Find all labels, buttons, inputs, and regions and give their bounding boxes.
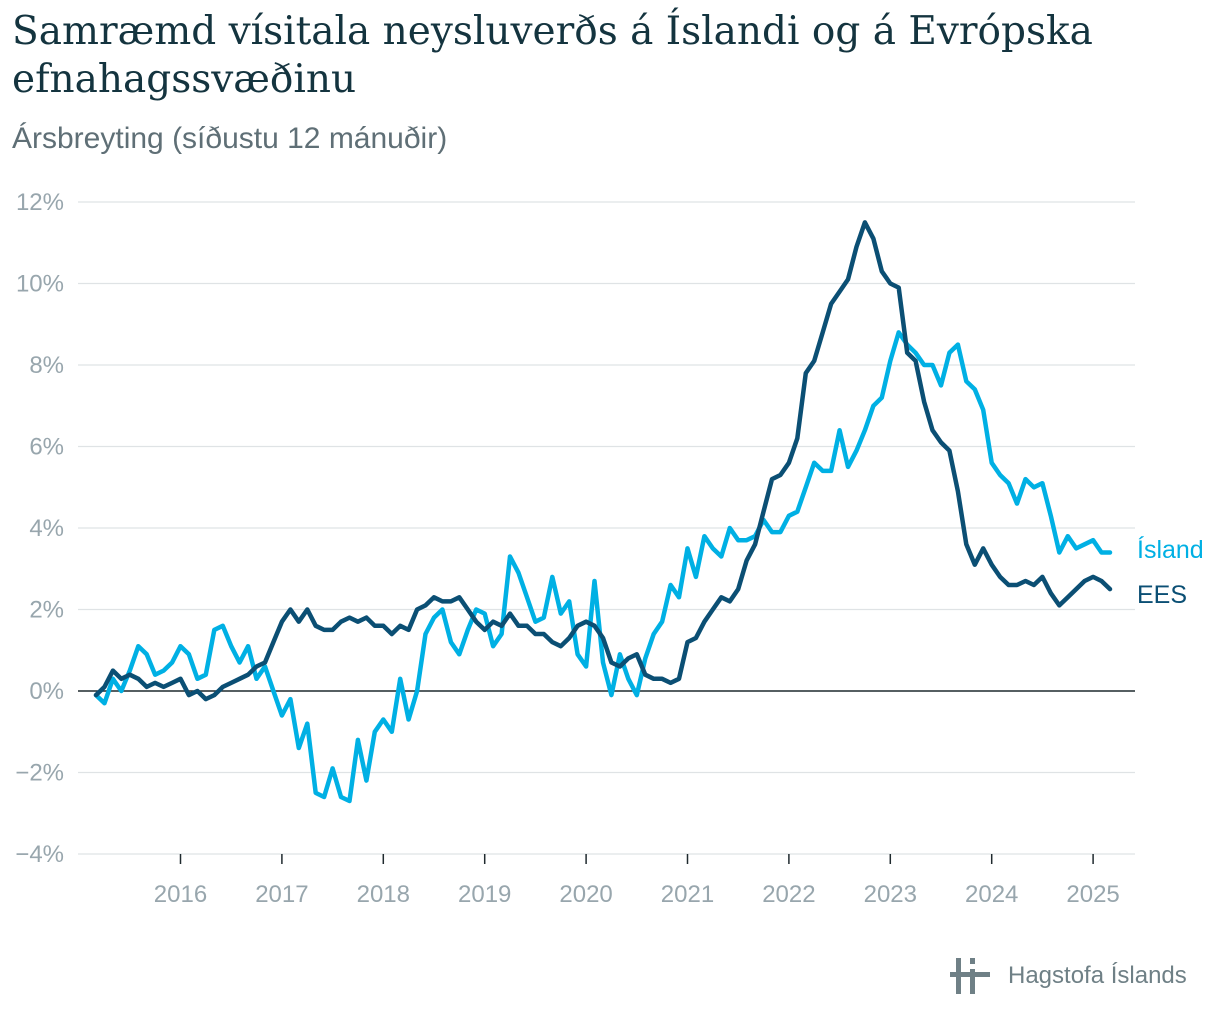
y-tick-label: −4% <box>15 841 64 868</box>
x-tick-label: 2019 <box>458 881 511 908</box>
y-tick-label: −2% <box>15 760 64 787</box>
chart-subtitle: Ársbreyting (síðustu 12 mánuðir) <box>12 122 448 155</box>
x-tick-label: 2022 <box>762 881 815 908</box>
x-tick-label: 2017 <box>255 881 308 908</box>
x-tick-label: 2024 <box>965 881 1018 908</box>
x-tick-label: 2025 <box>1066 881 1119 908</box>
y-tick-label: 10% <box>16 271 64 298</box>
x-tick-label: 2018 <box>357 881 410 908</box>
brand: Hagstofa Íslands <box>950 954 1187 998</box>
y-tick-label: 0% <box>29 678 64 705</box>
series-layer <box>93 220 1113 804</box>
series-label-ees: EES <box>1137 581 1187 609</box>
y-tick-label: 6% <box>29 434 64 461</box>
x-tick-label: 2016 <box>154 881 207 908</box>
hagstofa-logo-icon <box>950 958 990 994</box>
x-tick-label: 2020 <box>559 881 612 908</box>
series-line-island <box>93 330 1113 804</box>
x-tick-label: 2021 <box>661 881 714 908</box>
y-tick-label: 8% <box>29 352 64 379</box>
y-tick-label: 2% <box>29 597 64 624</box>
series-line-ees <box>93 220 1113 702</box>
x-tick-label: 2023 <box>864 881 917 908</box>
y-tick-label: 12% <box>16 189 64 216</box>
grid-layer: −4% −2% 0% 2% 4% 6% 8% 10% 12% <box>15 189 1135 868</box>
series-labels: Ísland EES <box>1137 535 1204 609</box>
x-axis: 2016 2017 2018 2019 2020 2021 2022 2023 2024 2025 <box>154 854 1120 908</box>
chart-title: Samræmd vísitala neysluverðs á Íslandi o… <box>12 9 1093 102</box>
series-label-island: Ísland <box>1137 535 1204 564</box>
y-tick-label: 4% <box>29 515 64 542</box>
brand-name: Hagstofa Íslands <box>1008 962 1187 989</box>
